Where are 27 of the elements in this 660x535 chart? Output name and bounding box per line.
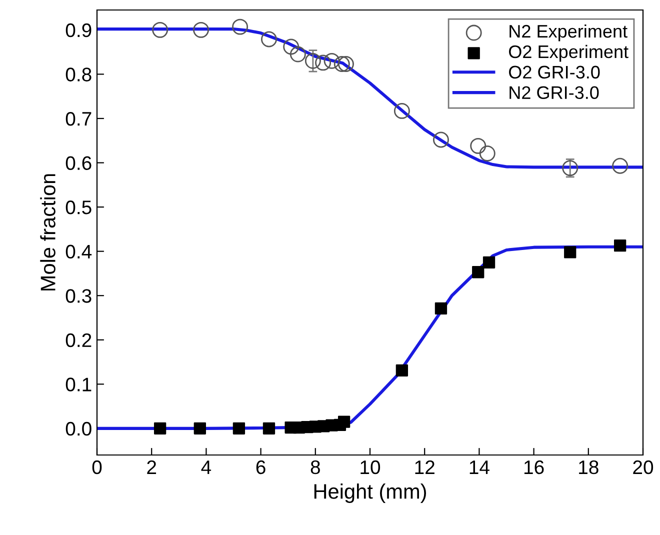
x-tick-label: 2 — [147, 460, 156, 474]
x-tick-label: 8 — [310, 460, 320, 474]
x-tick-label: 12 — [415, 460, 434, 474]
y-tick-label: 0.0 — [66, 422, 92, 436]
y-axis-title: Mole fraction — [40, 174, 56, 290]
y-tick-label: 0.9 — [66, 23, 92, 38]
x-tick-label: 4 — [201, 460, 212, 474]
legend-label: N2 Experiment — [510, 24, 628, 42]
y-tick-label: 0.8 — [66, 68, 92, 82]
y-tick-label: 0.2 — [66, 333, 92, 348]
x-axis-title: Height (mm) — [314, 484, 426, 503]
y-tick-label: 0.7 — [66, 112, 92, 126]
y-tick-label: 0.4 — [66, 244, 92, 259]
y-tick-label: 0.5 — [66, 200, 92, 214]
x-tick-label: 18 — [579, 460, 598, 474]
y-tick-label: 0.6 — [66, 156, 92, 170]
x-tick-label: 20 — [633, 460, 654, 474]
x-tick-label: 6 — [256, 460, 266, 474]
x-tick-label: 16 — [524, 460, 544, 474]
y-tick-label: 0.1 — [66, 378, 92, 392]
legend-label: O2 GRI-3.0 — [508, 66, 600, 79]
legend-label: O2 Experiment — [508, 44, 628, 62]
x-tick-label: 14 — [470, 460, 490, 474]
y-tick-label: 0.3 — [66, 289, 92, 303]
x-tick-label: 0 — [92, 460, 102, 474]
x-tick-label: 10 — [360, 460, 380, 474]
legend-label: N2 GRI-3.0 — [510, 86, 599, 100]
